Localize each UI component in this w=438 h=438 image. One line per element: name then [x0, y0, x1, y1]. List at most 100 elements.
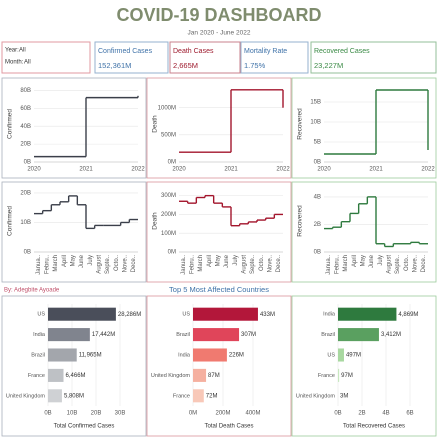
value-label: 226M	[229, 353, 244, 359]
y-tick-label: 10B	[310, 120, 321, 126]
category-label: United Kingdom	[296, 393, 336, 399]
bar	[193, 307, 258, 321]
panel	[291, 181, 437, 283]
y-axis-label: Recovered	[297, 108, 304, 140]
kpi-card	[169, 41, 241, 74]
x-tick-label: 200M	[215, 411, 230, 417]
y-axis-label: Death	[152, 212, 159, 230]
x-tick-label: 20B	[91, 411, 102, 417]
value-label: 97M	[341, 373, 353, 379]
x-tick-label: 0B	[334, 411, 341, 417]
x-tick-label: 2021	[79, 167, 93, 173]
y-tick-label: 10B	[20, 220, 31, 226]
x-tick-label: Septe..	[105, 255, 111, 274]
x-tick-label: Octo..	[259, 255, 265, 271]
x-tick-label: August	[242, 255, 248, 274]
panel	[291, 77, 437, 179]
x-tick-label: Febru..	[335, 255, 341, 274]
y-axis-label: Confirmed	[7, 109, 14, 139]
category-label: US	[327, 352, 335, 358]
x-tick-label: March	[53, 255, 59, 272]
y-tick-label: 20B	[20, 142, 31, 148]
category-label: Brazil	[176, 332, 190, 338]
filter-value: All	[24, 60, 31, 66]
x-tick-label: Septe..	[250, 255, 256, 274]
x-tick-label: 2020	[27, 167, 41, 173]
x-tick-label: August	[387, 255, 393, 274]
value-label: 28,286M	[118, 312, 141, 318]
x-tick-label: 4B	[382, 411, 389, 417]
bar	[48, 348, 77, 362]
kpi-label: Recovered Cases	[314, 48, 370, 55]
x-tick-label: June	[369, 254, 375, 268]
x-tick-label: April	[207, 255, 213, 267]
y-tick-label: 40B	[20, 124, 31, 130]
filter-label: Month:	[5, 60, 24, 66]
x-tick-label: 2020	[317, 167, 331, 173]
x-tick-label: 2B	[358, 411, 365, 417]
y-tick-label: 60B	[20, 106, 31, 112]
y-tick-label: 0B	[24, 250, 31, 256]
value-label: 6,466M	[66, 373, 86, 379]
bar	[48, 389, 62, 403]
y-tick-label: 0B	[314, 250, 321, 256]
y-tick-label: 80B	[20, 88, 31, 94]
bar	[193, 328, 240, 342]
bar	[193, 348, 227, 362]
credit: By: Adegbite Ayoade	[4, 288, 60, 294]
x-tick-label: 400M	[245, 411, 260, 417]
x-tick-label: May	[361, 255, 367, 266]
y-axis-label: Death	[152, 115, 159, 133]
x-tick-label: 2021	[369, 167, 383, 173]
y-tick-label: 200M	[161, 212, 176, 218]
bar	[338, 368, 340, 382]
kpi-card	[94, 41, 169, 74]
kpi-label: Mortality Rate	[244, 48, 287, 55]
bar	[338, 307, 397, 321]
x-tick-label: Febru..	[190, 255, 196, 274]
x-tick-label: 2020	[172, 167, 186, 173]
bar	[48, 368, 64, 382]
section-title: Top 5 Most Affected Countries	[169, 285, 269, 294]
y-tick-label: 100M	[161, 231, 176, 237]
panel	[1, 77, 147, 179]
x-tick-label: July	[88, 255, 94, 266]
category-label: France	[173, 393, 190, 399]
category-label: US	[182, 312, 190, 318]
x-tick-label: Dece..	[421, 255, 427, 273]
x-tick-label: Dece..	[131, 255, 137, 273]
y-tick-label: 4B	[314, 194, 321, 200]
y-tick-label: 2B	[314, 222, 321, 228]
x-tick-label: 2022	[276, 167, 290, 173]
bar	[48, 307, 116, 321]
x-tick-label: Nove..	[123, 255, 129, 273]
x-tick-label: Octo..	[404, 255, 410, 271]
kpi-label: Confirmed Cases	[98, 48, 153, 55]
kpi-card	[310, 41, 437, 74]
x-tick-label: June	[224, 254, 230, 268]
category-label: India	[323, 312, 336, 318]
kpi-value: 23,227M	[314, 61, 343, 70]
kpi-value: 1.75%	[244, 61, 266, 70]
value-label: 72M	[206, 393, 218, 399]
filter-label: Year:	[5, 48, 19, 54]
y-tick-label: 0B	[314, 160, 321, 166]
y-axis-label: Confirmed	[7, 206, 14, 236]
kpi-label: Death Cases	[173, 48, 214, 55]
kpi-value: 152,361M	[98, 61, 131, 70]
category-label: United Kingdom	[151, 373, 191, 379]
bar	[193, 389, 204, 403]
x-tick-label: 2022	[421, 167, 435, 173]
x-tick-label: Janua..	[181, 255, 187, 275]
x-axis-label: Total Death Cases	[204, 424, 253, 430]
x-tick-label: April	[352, 255, 358, 267]
category-label: Brazil	[31, 352, 45, 358]
value-label: 11,965M	[79, 353, 102, 359]
x-tick-label: 0B	[44, 411, 51, 417]
value-label: 497M	[346, 353, 361, 359]
x-tick-label: July	[378, 255, 384, 266]
x-tick-label: March	[343, 255, 349, 272]
kpi-card	[240, 41, 309, 74]
y-tick-label: 5B	[314, 140, 321, 146]
x-tick-label: Febru..	[45, 255, 51, 274]
